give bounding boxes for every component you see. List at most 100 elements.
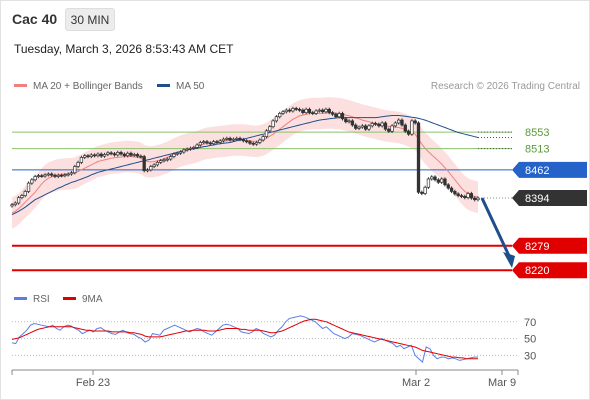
candle [59,174,64,177]
candle [241,139,245,142]
level-label: 8513 [525,144,549,156]
candle [192,147,196,149]
candle [446,184,450,189]
candle [297,108,302,111]
candle [327,108,331,113]
candle [413,120,417,124]
candle [202,141,206,143]
forecast-arrow-shaft [480,197,512,259]
candle [132,154,136,156]
candle [33,176,37,181]
legend-rsi: RSI [14,294,50,305]
candle [26,182,31,192]
level-label: 8279 [525,241,549,253]
candle [86,155,90,158]
candle [321,109,325,113]
candle [370,123,374,127]
candle [162,159,166,162]
candle [416,122,421,193]
candle [430,176,434,180]
candle [347,120,351,123]
candle [102,154,107,157]
rsi-tick-label: 30 [524,350,536,362]
candle [50,173,54,176]
candle [231,138,236,141]
candle [215,141,219,143]
candle [182,149,186,153]
candle [473,197,477,201]
candle [350,120,355,126]
candle [436,179,440,183]
forecast-arrow-head [503,251,515,268]
candle [433,176,437,181]
candle [36,175,41,178]
candle [248,141,252,144]
candle [317,109,322,112]
candle [83,155,87,158]
candle [165,158,169,161]
legend-ma20-swatch [14,83,27,87]
legend-9ma-swatch [63,296,76,300]
candle [324,108,328,113]
candle [360,125,364,128]
candle [198,142,203,146]
candle [443,178,447,186]
candle [89,154,93,157]
candle [211,141,216,145]
level-tag [512,262,587,279]
level-tag [512,190,587,207]
candle [155,162,160,166]
candle [390,125,394,132]
candle [410,120,414,135]
candle [99,153,103,157]
candle [145,169,150,172]
candle [126,152,130,157]
candle [420,191,424,194]
candle [56,174,60,177]
candle [23,191,27,196]
candle [106,152,110,155]
timeframe-button[interactable]: 30 MIN [65,8,115,31]
candle [218,140,222,143]
candle [268,126,272,132]
candle [393,122,398,127]
candle [271,120,275,128]
legend-rsi-swatch [14,296,27,300]
candle [178,151,183,154]
candle [16,197,21,204]
candle [258,139,262,143]
candle [287,109,292,112]
x-tick-label: Mar 2 [402,377,430,389]
level-label: 8553 [525,127,549,139]
candle [238,137,242,140]
candle [291,108,295,112]
candle [139,155,143,158]
candle [92,154,97,157]
candle [459,195,464,197]
legend-ma20: MA 20 + Bollinger Bands [14,81,143,92]
candle [221,138,226,142]
credit-label: Research © 2026 Trading Central [430,81,580,92]
candle [453,191,457,195]
candle [159,160,163,163]
candle [294,108,298,110]
candle [307,108,312,113]
candles [10,106,480,208]
symbol-title: Cac 40 [12,11,58,27]
candle [142,156,146,172]
candle [301,109,305,113]
candle [284,109,288,113]
candle [278,113,282,118]
candle [274,116,279,122]
chart-header: Cac 40 30 MIN [1,1,590,37]
candle [314,110,318,114]
candle [116,152,120,156]
candle [188,147,193,150]
candle [466,193,470,198]
candle [377,123,381,127]
candle [66,173,70,176]
candle [340,113,345,120]
legend-9ma: 9MA [63,294,103,305]
candle [119,152,123,155]
